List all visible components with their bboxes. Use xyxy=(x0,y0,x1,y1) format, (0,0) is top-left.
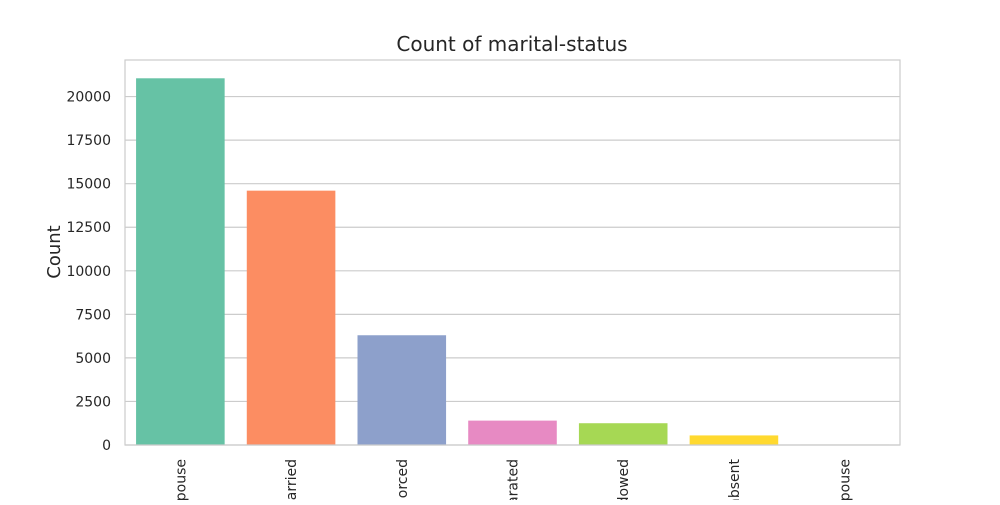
y-tick-label: 20000 xyxy=(66,90,111,106)
x-tick-label: orced xyxy=(395,459,411,498)
x-tick-label: arried xyxy=(284,459,300,500)
x-tick-labels: pouse arried orced arated dowed absent pouse xyxy=(173,459,854,505)
chart-title: Count of marital-status xyxy=(396,32,627,56)
plot-area-background xyxy=(125,60,900,445)
x-tick-label: pouse xyxy=(838,459,854,500)
y-tick-label: 17500 xyxy=(66,133,111,149)
bar-4 xyxy=(468,420,557,445)
x-tick-label: pouse xyxy=(173,459,189,500)
bar-5 xyxy=(578,423,668,445)
y-tick-label: 5000 xyxy=(75,351,111,367)
bar-2 xyxy=(246,190,336,445)
x-tick-label: absent xyxy=(727,459,743,500)
y-tick-label: 2500 xyxy=(75,394,111,410)
y-tick-label: 7500 xyxy=(75,307,111,323)
x-tick-label: dowed xyxy=(616,459,632,500)
y-tick-label: 0 xyxy=(102,438,111,454)
bar-6 xyxy=(689,435,779,445)
y-tick-labels: 0 2500 5000 7500 10000 12500 15000 17500 20000 xyxy=(66,90,111,454)
bars xyxy=(136,78,889,445)
y-axis-label: Count xyxy=(44,225,65,278)
bar-3 xyxy=(357,335,447,445)
y-tick-label: 15000 xyxy=(66,177,111,193)
plot-frame xyxy=(124,59,901,446)
bar-1 xyxy=(136,78,225,445)
y-tick-label: 12500 xyxy=(66,220,111,236)
x-tick-label: arated xyxy=(506,459,522,500)
y-tick-label: 10000 xyxy=(66,264,111,280)
